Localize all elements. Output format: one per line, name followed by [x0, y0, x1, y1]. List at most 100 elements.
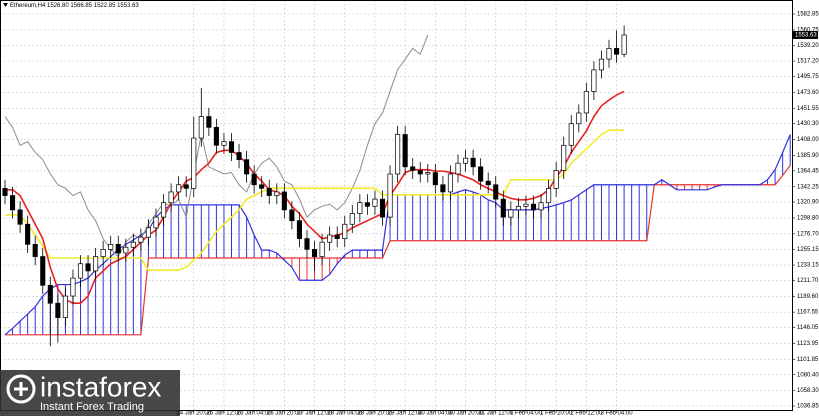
y-tick-label: 1582.85 — [797, 12, 819, 18]
candle-body — [576, 112, 582, 125]
y-tick-label: 1385.90 — [797, 153, 819, 159]
cloud-span-b — [5, 165, 791, 336]
candle-body — [115, 244, 121, 254]
x-tick-label: 24 Jan 20:00 — [176, 411, 211, 416]
y-tick-label: 1473.60 — [797, 90, 819, 96]
candle-body — [606, 48, 612, 60]
candle-body — [47, 284, 53, 304]
last-price-box — [793, 30, 818, 39]
y-tick-label: 1320.90 — [797, 200, 819, 206]
x-tick-label: 1 Feb 20:00 — [540, 411, 573, 416]
y-tick-label: 1408.00 — [797, 137, 819, 143]
x-tick-label: 26 Jan 04:00 — [237, 411, 272, 416]
x-tick-label: 28 Jan 20:00 — [358, 411, 393, 416]
candle-body — [221, 141, 227, 146]
candle-body — [251, 173, 257, 186]
candle-body — [417, 170, 423, 175]
watermark: instaforex Instant Forex Trading — [0, 370, 180, 416]
candle-body — [583, 91, 589, 114]
candle-body — [191, 137, 197, 189]
y-tick-label: 1276.70 — [797, 231, 819, 237]
x-tick-label: 30 Jan 20:00 — [448, 411, 483, 416]
x-tick-label: 2 Feb 12:00 — [570, 411, 603, 416]
candle-body — [493, 184, 499, 200]
candle-body — [598, 58, 605, 71]
y-tick-label: 1211.70 — [797, 278, 819, 284]
candle-body — [153, 216, 159, 229]
candle-body — [304, 238, 310, 250]
candle-body — [319, 241, 325, 257]
candle-body — [455, 162, 461, 175]
candle-body — [266, 188, 272, 196]
y-tick-label: 1560.75 — [797, 27, 819, 33]
candle-body — [425, 172, 431, 175]
y-tick-label: 1451.55 — [797, 106, 819, 112]
candle-body — [342, 223, 348, 239]
y-tick-label: 1146.05 — [797, 325, 819, 331]
candle-body — [228, 141, 235, 153]
candle-body — [100, 249, 106, 257]
candle-body — [55, 302, 61, 318]
candle-body — [432, 172, 438, 186]
candle-body — [387, 173, 393, 218]
y-tick-label: 1298.80 — [797, 216, 819, 222]
chart-header: Ethereum,H4 1526.80 1566.85 1522.85 1553… — [10, 3, 139, 9]
y-tick-label: 1539.20 — [797, 43, 819, 49]
candle-body — [447, 173, 454, 193]
candle-body — [515, 205, 521, 211]
candle-body — [281, 191, 287, 211]
candle-body — [62, 295, 68, 318]
x-tick-label: 1 Feb 04:00 — [510, 411, 543, 416]
y-tick-label: 1495.75 — [797, 74, 819, 80]
candle-body — [259, 184, 265, 189]
candle-body — [463, 157, 469, 164]
header-icon — [3, 3, 8, 7]
candle-body — [93, 256, 99, 272]
watermark-logo-mark — [14, 382, 28, 396]
candle-body — [500, 198, 506, 218]
candle-body — [77, 263, 84, 279]
candle-body — [591, 69, 597, 92]
x-tick-label: 3 Feb 04:00 — [601, 411, 634, 416]
y-tick-label: 1255.15 — [797, 247, 819, 253]
candle-body — [108, 244, 114, 250]
candle-body — [379, 198, 386, 218]
x-tick-label: 29 Jan 12:00 — [388, 411, 423, 416]
candle-body — [470, 157, 476, 168]
candle-body — [546, 188, 552, 204]
candle-body — [32, 244, 38, 257]
candle-body — [138, 236, 144, 243]
y-tick-label: 1080.40 — [797, 372, 819, 378]
candle-body — [621, 34, 627, 55]
y-tick-label: 1342.25 — [797, 184, 819, 190]
x-tick-label: 30 Jan 04:00 — [418, 411, 453, 416]
candle-body — [402, 134, 408, 168]
last-price-label: 1553.63 — [795, 33, 817, 39]
candle-body — [613, 48, 620, 55]
candle-body — [123, 246, 129, 254]
candle-body — [568, 123, 574, 146]
y-tick-label: 1058.30 — [797, 388, 819, 394]
candle-body — [168, 191, 174, 204]
watermark-tagline: Instant Forex Trading — [40, 401, 144, 413]
candle-body — [176, 184, 182, 193]
candle-body — [561, 144, 567, 171]
candle-body — [523, 203, 529, 207]
candle-body — [274, 191, 280, 196]
candle-body — [538, 202, 544, 211]
indicator-line — [5, 129, 625, 271]
candle-body — [145, 227, 152, 238]
y-tick-label: 1189.60 — [797, 294, 819, 300]
candle-body — [244, 159, 250, 175]
plot-area — [0, 0, 792, 410]
y-tick-label: 1430.30 — [797, 121, 819, 127]
candle-body — [85, 263, 91, 272]
candle-body — [553, 170, 559, 189]
candle-body — [327, 234, 333, 243]
candle-body — [485, 180, 491, 186]
candle-body — [334, 234, 340, 239]
watermark-brand: instaforex — [40, 371, 161, 402]
